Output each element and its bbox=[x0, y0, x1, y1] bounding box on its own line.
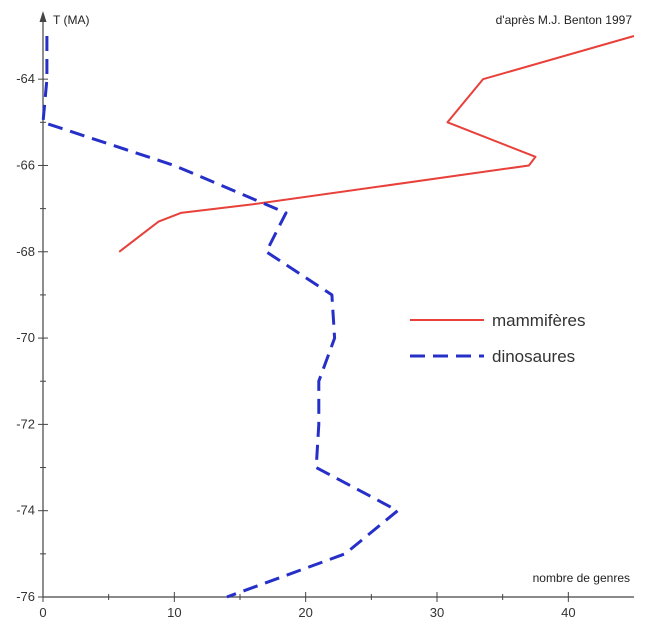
y-tick-label: -76 bbox=[16, 589, 35, 604]
y-axis-arrow-icon bbox=[39, 11, 47, 22]
ticks: -64 -66 -68 -70 -72 -74 -76 0 10 20 30 40 bbox=[16, 71, 575, 620]
y-tick-label: -64 bbox=[16, 71, 35, 86]
y-tick-label: -74 bbox=[16, 503, 35, 518]
series-line-dinosaures bbox=[41, 36, 400, 599]
legend-label-mammiferes: mammifères bbox=[492, 311, 586, 330]
x-tick-label: 10 bbox=[167, 605, 181, 620]
x-tick-label: 0 bbox=[39, 605, 46, 620]
labels: T (MA) d'après M.J. Benton 1997 nombre d… bbox=[53, 13, 632, 585]
x-axis-label: nombre de genres bbox=[533, 571, 630, 585]
y-tick-label: -66 bbox=[16, 157, 35, 172]
legend: mammifères dinosaures bbox=[410, 311, 586, 366]
axes bbox=[39, 11, 634, 598]
series bbox=[41, 35, 635, 599]
legend-label-dinosaures: dinosaures bbox=[492, 347, 575, 366]
source-credit: d'après M.J. Benton 1997 bbox=[496, 13, 633, 27]
y-axis-label: T (MA) bbox=[53, 13, 89, 27]
y-tick-label: -68 bbox=[16, 244, 35, 259]
y-tick-label: -70 bbox=[16, 330, 35, 345]
x-tick-label: 30 bbox=[430, 605, 444, 620]
y-tick-label: -72 bbox=[16, 416, 35, 431]
x-tick-label: 40 bbox=[561, 605, 575, 620]
series-line-mammiferes bbox=[118, 35, 635, 253]
x-tick-label: 20 bbox=[298, 605, 312, 620]
